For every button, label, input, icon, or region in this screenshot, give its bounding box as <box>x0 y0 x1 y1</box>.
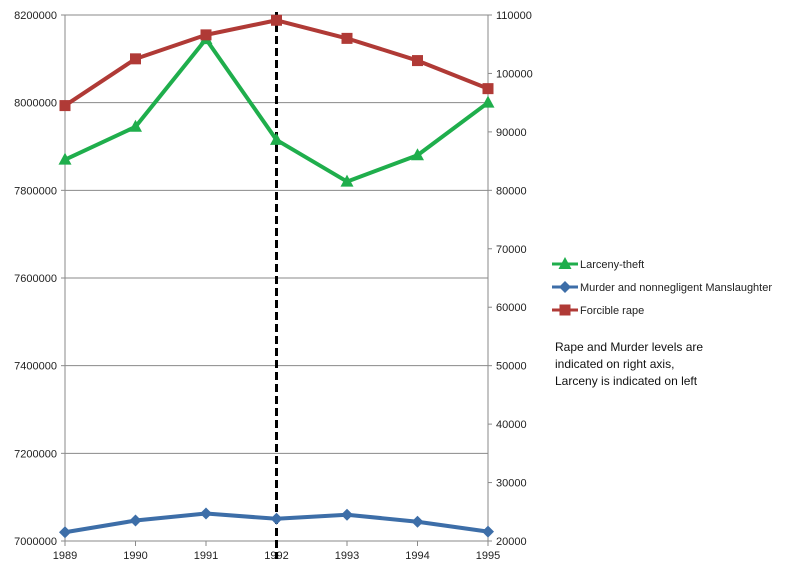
data-point-1 <box>341 508 353 521</box>
x-axis-tick-label: 1991 <box>194 550 218 562</box>
legend-marker <box>559 281 571 293</box>
data-point-1 <box>482 525 494 538</box>
legend-marker <box>559 304 571 316</box>
right-axis-tick-label: 30000 <box>496 478 527 490</box>
data-point-2 <box>412 55 423 67</box>
legend-entry-label: Larceny-theft <box>580 259 644 271</box>
data-point-0 <box>270 132 283 145</box>
right-axis-tick-label: 100000 <box>496 68 533 80</box>
data-point-1 <box>59 526 71 539</box>
left-axis-tick-label: 7600000 <box>14 273 57 285</box>
right-axis-tick-label: 70000 <box>496 244 527 256</box>
data-point-2 <box>271 14 282 26</box>
x-axis-tick-label: 1994 <box>405 550 429 562</box>
right-axis-tick-label: 50000 <box>496 361 527 373</box>
data-point-0 <box>340 174 354 187</box>
data-point-1 <box>411 515 424 528</box>
right-axis-tick-label: 80000 <box>496 185 527 197</box>
left-axis-tick-label: 7200000 <box>14 448 57 460</box>
right-axis-tick-label: 20000 <box>496 536 527 548</box>
annotation-line: Rape and Murder levels are <box>555 340 703 354</box>
data-point-2 <box>59 100 71 112</box>
data-point-2 <box>482 83 494 95</box>
data-point-0 <box>129 119 142 132</box>
legend-marker <box>558 257 572 269</box>
x-axis-tick-label: 1989 <box>53 550 77 562</box>
data-point-1 <box>129 514 142 527</box>
data-point-1 <box>270 512 283 525</box>
data-point-0 <box>58 152 72 165</box>
data-point-2 <box>341 32 353 44</box>
data-point-2 <box>130 53 141 65</box>
right-axis-tick-label: 40000 <box>496 419 527 431</box>
legend-entry-label: Forcible rape <box>580 305 644 317</box>
left-axis-tick-label: 7000000 <box>14 536 57 548</box>
right-axis-tick-label: 110000 <box>496 10 532 22</box>
right-axis-tick-label: 60000 <box>496 302 527 314</box>
x-axis-tick-label: 1995 <box>476 550 500 562</box>
legend-entry-label: Murder and nonnegligent Manslaughter <box>580 282 772 294</box>
data-point-2 <box>200 29 212 41</box>
annotation-line: Larceny is indicated on left <box>555 374 698 388</box>
x-axis-tick-label: 1990 <box>123 550 147 562</box>
data-point-0 <box>481 95 495 108</box>
left-axis-tick-label: 8000000 <box>14 98 57 110</box>
left-axis-tick-label: 7400000 <box>14 361 57 373</box>
left-axis-tick-label: 8200000 <box>14 10 57 22</box>
data-point-1 <box>200 507 212 520</box>
x-axis-tick-label: 1993 <box>335 550 359 562</box>
left-axis-tick-label: 7800000 <box>14 185 57 197</box>
data-point-0 <box>411 148 424 161</box>
annotation-line: indicated on right axis, <box>555 357 674 371</box>
right-axis-tick-label: 90000 <box>496 127 527 139</box>
